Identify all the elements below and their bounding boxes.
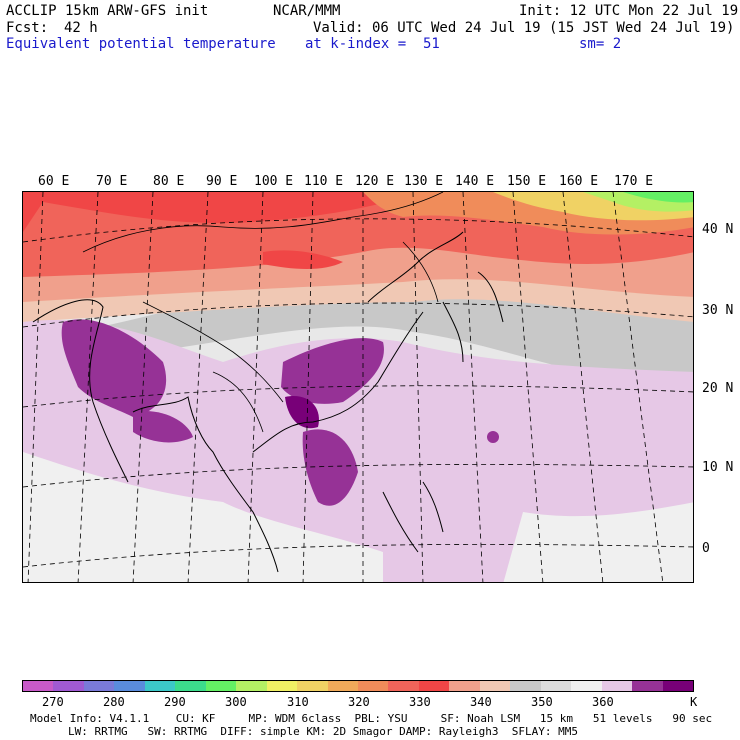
lon-label: 100 E (254, 174, 294, 189)
colorbar-label: 320 (348, 695, 370, 709)
model-title: ACCLIP 15km ARW-GFS init (6, 3, 209, 19)
colorbar-label: 290 (164, 695, 186, 709)
lon-label: 60 E (38, 174, 70, 189)
lon-label: 160 E (559, 174, 599, 189)
colorbar-swatch (479, 681, 511, 691)
colorbar-label: 300 (225, 695, 247, 709)
smoothing-info: sm= 2 (579, 36, 622, 52)
model-info-line2: LW: RRTMG SW: RRTMG DIFF: simple KM: 2D … (68, 725, 578, 738)
valid-time: Valid: 06 UTC Wed 24 Jul 19 (15 JST Wed … (313, 20, 735, 36)
colorbar-swatch (236, 681, 267, 691)
colorbar-swatch (53, 681, 84, 691)
lon-label: 150 E (507, 174, 547, 189)
colorbar-swatch (357, 681, 389, 691)
colorbar-label: 310 (287, 695, 309, 709)
init-time: Init: 12 UTC Mon 22 Jul 19 (519, 3, 739, 19)
org-label: NCAR/MMM (273, 3, 341, 19)
colorbar-label: 270 (42, 695, 64, 709)
colorbar-swatch (418, 681, 450, 691)
lat-label: 10 N (702, 460, 734, 475)
colorbar-swatch (449, 681, 480, 691)
colorbar-swatch (83, 681, 115, 691)
colorbar-swatch (297, 681, 328, 691)
fcst-label: Fcst: (6, 20, 49, 36)
map-panel (22, 191, 694, 583)
lon-label: 170 E (614, 174, 654, 189)
lat-label: 30 N (702, 303, 734, 318)
colorbar (22, 680, 694, 692)
theta-e-field (23, 192, 693, 582)
colorbar-swatch (662, 681, 693, 691)
colorbar-swatch (601, 681, 633, 691)
colorbar-swatch (327, 681, 358, 691)
lat-label: 40 N (702, 222, 734, 237)
lon-label: 70 E (96, 174, 128, 189)
lat-label: 0 (702, 541, 710, 556)
colorbar-unit: K (690, 695, 698, 709)
lon-label: 120 E (355, 174, 395, 189)
lat-label: 20 N (702, 381, 734, 396)
colorbar-swatch (571, 681, 602, 691)
fcst-value: 42 h (64, 20, 98, 36)
colorbar-swatch (540, 681, 572, 691)
colorbar-label: 330 (409, 695, 431, 709)
lon-label: 130 E (404, 174, 444, 189)
level-info: at k-index = 51 (305, 36, 440, 52)
colorbar-swatch (175, 681, 206, 691)
colorbar-label: 340 (470, 695, 492, 709)
colorbar-swatch (23, 681, 54, 691)
colorbar-swatch (510, 681, 541, 691)
lon-label: 140 E (455, 174, 495, 189)
lon-label: 110 E (304, 174, 344, 189)
colorbar-swatch (632, 681, 663, 691)
model-info-line1: Model Info: V4.1.1 CU: KF MP: WDM 6class… (30, 712, 713, 725)
colorbar-swatch (205, 681, 237, 691)
colorbar-label: 350 (531, 695, 553, 709)
field-name: Equivalent potential temperature (6, 36, 276, 52)
colorbar-swatch (266, 681, 298, 691)
colorbar-label: 280 (103, 695, 125, 709)
colorbar-label: 360 (592, 695, 614, 709)
lon-label: 90 E (206, 174, 238, 189)
lon-label: 80 E (153, 174, 185, 189)
colorbar-swatch (144, 681, 176, 691)
colorbar-swatch (388, 681, 419, 691)
colorbar-swatch (114, 681, 145, 691)
